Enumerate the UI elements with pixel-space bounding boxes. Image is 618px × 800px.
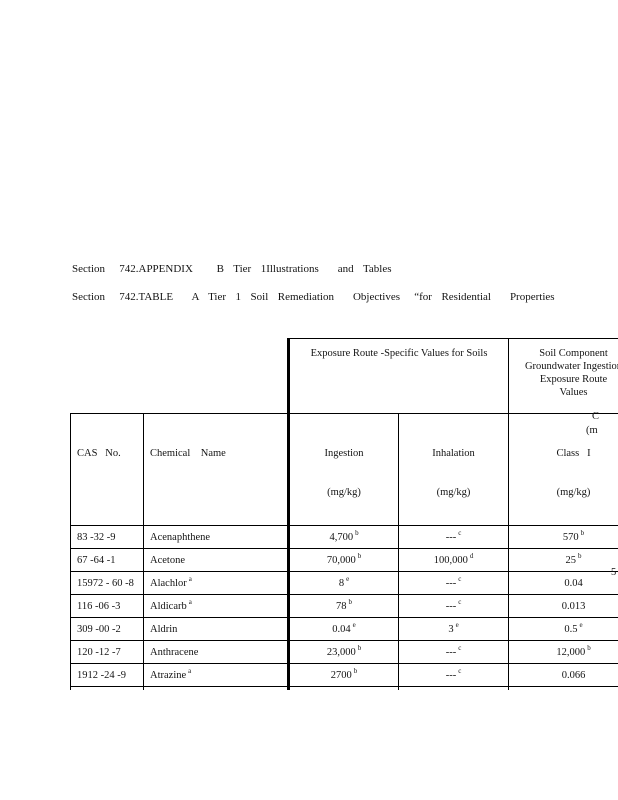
footnote-sup: b	[357, 644, 362, 652]
chemical-name-cell: Alachlor a	[143, 571, 289, 595]
value-cell: 2700 b	[287, 663, 399, 687]
footnote-sup: c	[458, 575, 462, 583]
table-row: 15972 - 60 -8 Alachlor a 8 e --- c 0.04	[70, 571, 618, 595]
table-body: 83 -32 -9 Acenaphthene 4,700 b --- c 570 b 67 -6…	[70, 525, 618, 690]
footnote-sup: d	[469, 552, 474, 560]
value-cell: 12,000 b	[508, 640, 618, 664]
value-cell: 0.03	[508, 686, 618, 690]
soil-remediation-table: Exposure Route -Specific Values for Soil…	[70, 338, 618, 690]
col-header-class-1: Class I (mg/kg)	[508, 413, 618, 526]
footnote-sup: a	[188, 575, 192, 583]
chemical-name-cell: Acenaphthene	[143, 525, 289, 549]
footnote-sup: c	[458, 598, 462, 606]
value-cell: 78 b	[287, 594, 399, 618]
cutoff-column-header-fragment: C	[592, 411, 600, 422]
footnote-sup: b	[587, 644, 591, 652]
footnote-sup: b	[580, 529, 585, 537]
value-cell: 0.8e	[397, 686, 510, 690]
value-cell: 0.04	[508, 571, 618, 595]
value-cell: 100,000 d	[397, 548, 510, 572]
group-header-exposure-route: Exposure Route -Specific Values for Soil…	[286, 338, 510, 414]
value-cell: 25 b	[508, 548, 618, 572]
value-cell: --- c	[397, 663, 510, 687]
value-cell: 4,700 b	[287, 525, 399, 549]
cas-cell: 67 -64 -1	[70, 548, 144, 572]
footnote-sup: b	[348, 598, 353, 606]
col-header-inhalation-label: Inhalation	[432, 448, 475, 459]
footnote-sup: c	[458, 644, 462, 652]
footnote-sup: b	[355, 529, 359, 537]
col-header-class-1-label: Class I	[556, 448, 591, 459]
value-cell: 12e	[287, 686, 399, 690]
table-row: 309 -00 -2 Aldrin 0.04 e 3 e 0.5 e	[70, 617, 618, 641]
table-row: 83 -32 -9 Acenaphthene 4,700 b --- c 570 b	[70, 525, 618, 549]
cas-cell: 116 -06 -3	[70, 594, 144, 618]
value-cell: --- c	[397, 571, 510, 595]
cutoff-column-unit-fragment: (m	[586, 425, 598, 436]
chemical-name-cell: Anthracene	[143, 640, 289, 664]
col-header-ingestion-unit: (mg/kg)	[327, 487, 361, 498]
footnote-sup: e	[579, 621, 583, 629]
table-row: 71 -43 -2Benzene12e0.8e0.03	[70, 686, 618, 690]
table-clip-region: Exposure Route -Specific Values for Soil…	[70, 338, 618, 690]
footnote-sup: b	[578, 552, 582, 560]
value-cell: 570 b	[508, 525, 618, 549]
col-header-chemical-name-label: Chemical Name	[150, 448, 226, 459]
footnote-sup: e	[346, 575, 350, 583]
cas-cell: 83 -32 -9	[70, 525, 144, 549]
section-title-appendix: Section 742.APPENDIX B Tier 1Illustratio…	[72, 263, 392, 275]
value-cell: 0.5 e	[508, 617, 618, 641]
footnote-sup: b	[357, 552, 362, 560]
cas-cell: 120 -12 -7	[70, 640, 144, 664]
col-header-cas-label: CAS No.	[77, 448, 121, 459]
table-row: 116 -06 -3 Aldicarb a 78 b --- c 0.013	[70, 594, 618, 618]
table-row: 1912 -24 -9 Atrazine a 2700 b --- c 0.066	[70, 663, 618, 687]
group-header-blank	[70, 338, 289, 414]
col-header-ingestion-label: Ingestion	[324, 448, 364, 459]
col-header-inhalation-unit: (mg/kg)	[436, 487, 471, 498]
col-header-ingestion: Ingestion (mg/kg)	[287, 413, 399, 526]
table-row: 120 -12 -7 Anthracene 23,000 b --- c 12,000 b	[70, 640, 618, 664]
value-cell: 23,000 b	[287, 640, 399, 664]
cas-cell: 1912 -24 -9	[70, 663, 144, 687]
chemical-name-cell: Atrazine a	[143, 663, 289, 687]
cas-cell: 71 -43 -2	[70, 686, 144, 690]
value-cell: 0.04 e	[287, 617, 399, 641]
footnote-sup: e	[352, 621, 356, 629]
chemical-name-cell: Benzene	[143, 686, 289, 690]
footnote-sup: b	[353, 667, 358, 675]
footnote-sup: e	[455, 621, 459, 629]
footnote-sup: a	[188, 667, 192, 675]
value-cell: 0.066	[508, 663, 618, 687]
footnote-sup: c	[458, 529, 462, 537]
table-row: 67 -64 -1 Acetone 70,000 b 100,000 d 25 b	[70, 548, 618, 572]
value-cell: --- c	[397, 525, 510, 549]
col-header-inhalation: Inhalation (mg/kg)	[397, 413, 510, 526]
col-header-chemical-name: Chemical Name	[143, 413, 289, 526]
value-cell: 0.013	[508, 594, 618, 618]
cas-cell: 15972 - 60 -8	[70, 571, 144, 595]
chemical-name-cell: Aldicarb a	[143, 594, 289, 618]
chemical-name-cell: Acetone	[143, 548, 289, 572]
column-header-row: CAS No. Chemical Name Ingestion (mg/kg) …	[70, 413, 618, 526]
group-header-row: Exposure Route -Specific Values for Soil…	[70, 338, 618, 414]
section-title-table-a: Section 742.TABLE A Tier 1 Soil Remediat…	[72, 291, 555, 303]
cas-cell: 309 -00 -2	[70, 617, 144, 641]
col-header-cas: CAS No.	[70, 413, 144, 526]
col-header-class-1-unit: (mg/kg)	[556, 487, 591, 498]
footnote-sup: a	[188, 598, 192, 606]
value-cell: --- c	[397, 640, 510, 664]
value-cell: 70,000 b	[287, 548, 399, 572]
value-cell: --- c	[397, 594, 510, 618]
group-header-soil-component: Soil Component Groundwater Ingestion Exp…	[508, 338, 618, 414]
footnote-sup: c	[458, 667, 462, 675]
chemical-name-cell: Aldrin	[143, 617, 289, 641]
cutoff-column-value-fragment: 5	[611, 567, 617, 578]
